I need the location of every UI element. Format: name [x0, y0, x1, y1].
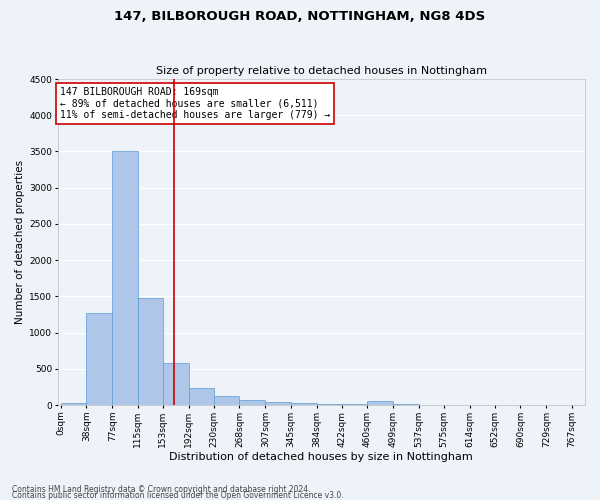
Bar: [342, 404, 367, 405]
Bar: [239, 400, 265, 405]
Bar: [112, 152, 137, 405]
Bar: [163, 363, 189, 405]
Bar: [367, 402, 393, 405]
Bar: [189, 388, 214, 405]
Y-axis label: Number of detached properties: Number of detached properties: [15, 160, 25, 324]
Title: Size of property relative to detached houses in Nottingham: Size of property relative to detached ho…: [156, 66, 487, 76]
Bar: [393, 404, 419, 405]
Bar: [61, 403, 86, 405]
Text: Contains HM Land Registry data © Crown copyright and database right 2024.: Contains HM Land Registry data © Crown c…: [12, 484, 311, 494]
Bar: [317, 404, 342, 405]
X-axis label: Distribution of detached houses by size in Nottingham: Distribution of detached houses by size …: [169, 452, 473, 462]
Bar: [86, 313, 112, 405]
Bar: [214, 396, 239, 405]
Text: 147, BILBOROUGH ROAD, NOTTINGHAM, NG8 4DS: 147, BILBOROUGH ROAD, NOTTINGHAM, NG8 4D…: [115, 10, 485, 23]
Bar: [291, 403, 317, 405]
Bar: [137, 298, 163, 405]
Text: Contains public sector information licensed under the Open Government Licence v3: Contains public sector information licen…: [12, 490, 344, 500]
Bar: [265, 402, 291, 405]
Text: 147 BILBOROUGH ROAD: 169sqm
← 89% of detached houses are smaller (6,511)
11% of : 147 BILBOROUGH ROAD: 169sqm ← 89% of det…: [61, 87, 331, 120]
